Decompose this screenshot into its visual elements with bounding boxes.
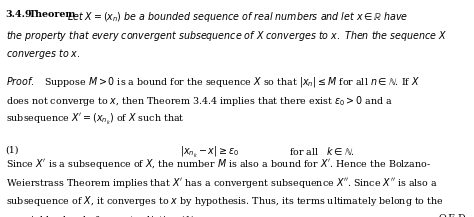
Text: $\varepsilon_0$-neighborhood of $x$, contradicting (1).: $\varepsilon_0$-neighborhood of $x$, con… [6, 213, 198, 217]
Text: subsequence $X' = (x_{n_k})$ of $X$ such that: subsequence $X' = (x_{n_k})$ of $X$ such… [6, 112, 184, 127]
Text: $\mathbf{\mathit{Proof.}}$: $\mathbf{\mathit{Proof.}}$ [6, 75, 34, 87]
Text: Suppose $M > 0$ is a bound for the sequence $X$ so that $|x_n| \leq M$ for all $: Suppose $M > 0$ is a bound for the seque… [38, 75, 420, 89]
Text: does not converge to $x$, then Theorem 3.4.4 implies that there exist $\varepsil: does not converge to $x$, then Theorem 3… [6, 94, 392, 108]
Text: 3.4.9: 3.4.9 [6, 10, 32, 19]
Text: for all   $k \in \mathbb{N}$.: for all $k \in \mathbb{N}$. [289, 145, 355, 157]
Text: subsequence of $X$, it converges to $x$ by hypothesis. Thus, its terms ultimatel: subsequence of $X$, it converges to $x$ … [6, 194, 444, 208]
Text: Since $X'$ is a subsequence of $X$, the number $M$ is also a bound for $X'$. Hen: Since $X'$ is a subsequence of $X$, the … [6, 157, 431, 171]
Text: Weierstrass Theorem implies that $X'$ has a convergent subsequence $X''$. Since : Weierstrass Theorem implies that $X'$ ha… [6, 176, 438, 190]
Text: $\mathit{Let\ X = (x_n)\ be\ a\ bounded\ sequence\ of\ real\ numbers\ and\ let\ : $\mathit{Let\ X = (x_n)\ be\ a\ bounded\… [67, 10, 408, 24]
Text: (1): (1) [6, 145, 19, 154]
Text: $\mathit{converges\ to\ x.}$: $\mathit{converges\ to\ x.}$ [6, 47, 80, 61]
Text: Q.E.D.: Q.E.D. [438, 213, 468, 217]
Text: $|x_{n_k} - x| \geq \varepsilon_0$: $|x_{n_k} - x| \geq \varepsilon_0$ [180, 145, 239, 160]
Text: $\mathit{the\ property\ that\ every\ convergent\ subsequence\ of\ X\ converges\ : $\mathit{the\ property\ that\ every\ con… [6, 29, 447, 43]
Text: Theorem: Theorem [28, 10, 76, 19]
